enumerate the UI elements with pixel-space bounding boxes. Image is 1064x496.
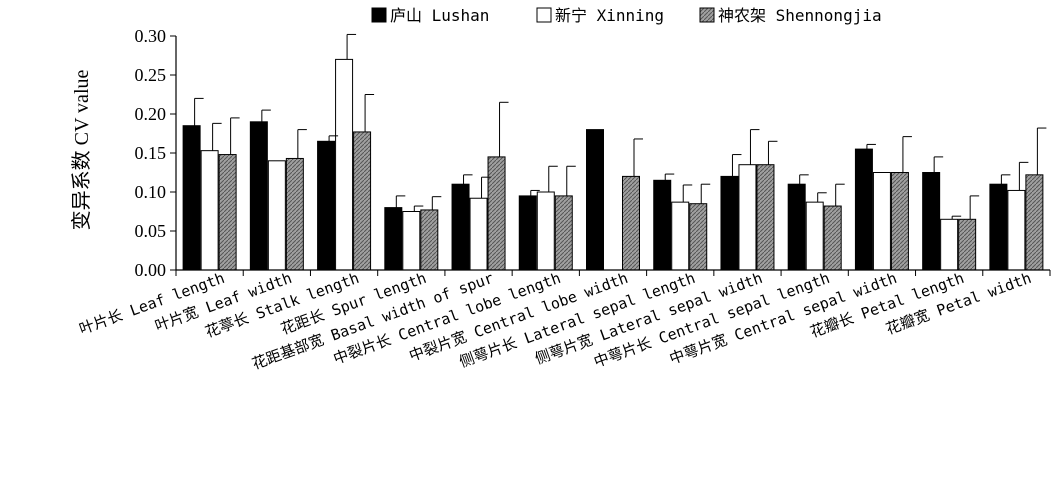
bar [335,58,354,271]
bar [218,154,237,271]
y-axis-title: 变异系数 CV value [70,70,93,231]
bar [469,197,488,271]
legend: 庐山 Lushan 新宁 Xinning 神农架 Shennongjia [371,6,882,25]
bar [487,156,506,271]
bar [689,203,708,271]
legend-swatch [536,7,552,23]
bar [200,150,219,271]
y-tick-label: 0.10 [135,182,167,202]
bar [267,160,286,271]
bar [518,195,537,271]
error-bars [194,33,1047,220]
bar [182,125,201,271]
bar [554,195,573,271]
bar [536,191,555,271]
bar [402,211,421,271]
bar [805,201,824,271]
bar [451,183,470,271]
legend-label: 神农架 Shennongjia [718,6,882,25]
bar [823,205,842,271]
bar [285,157,304,271]
bar [671,201,690,271]
bar [989,183,1008,271]
y-tick-label: 0.25 [135,65,167,85]
y-tick-label: 0.15 [135,143,167,163]
bar [720,175,739,271]
bar [756,164,775,271]
bar [1025,174,1044,271]
bar [890,172,909,271]
bars [182,58,1044,271]
bar [738,164,757,271]
x-axis [175,269,1051,276]
bar [958,218,977,271]
bar [1007,189,1026,271]
bar [249,121,268,271]
bar [353,131,372,271]
y-tick-label: 0.20 [135,104,167,124]
y-tick-label: 0.00 [135,260,167,280]
legend-swatch [699,7,715,23]
bar [384,207,403,271]
bar [872,172,891,271]
y-tick-label: 0.05 [135,221,167,241]
bar [420,209,439,271]
bar [854,148,873,271]
bar [922,172,941,271]
bar [317,140,336,271]
legend-swatch [371,7,387,23]
bar [653,179,672,271]
bar [622,175,640,271]
bar [787,183,806,271]
bar [940,218,959,271]
legend-label: 庐山 Lushan [390,6,489,25]
legend-label: 新宁 Xinning [555,6,664,25]
bar [586,129,604,271]
y-tick-label: 0.30 [135,26,167,46]
y-axis: 0.00 0.05 0.10 0.15 0.20 0.25 0.30 [135,26,177,280]
